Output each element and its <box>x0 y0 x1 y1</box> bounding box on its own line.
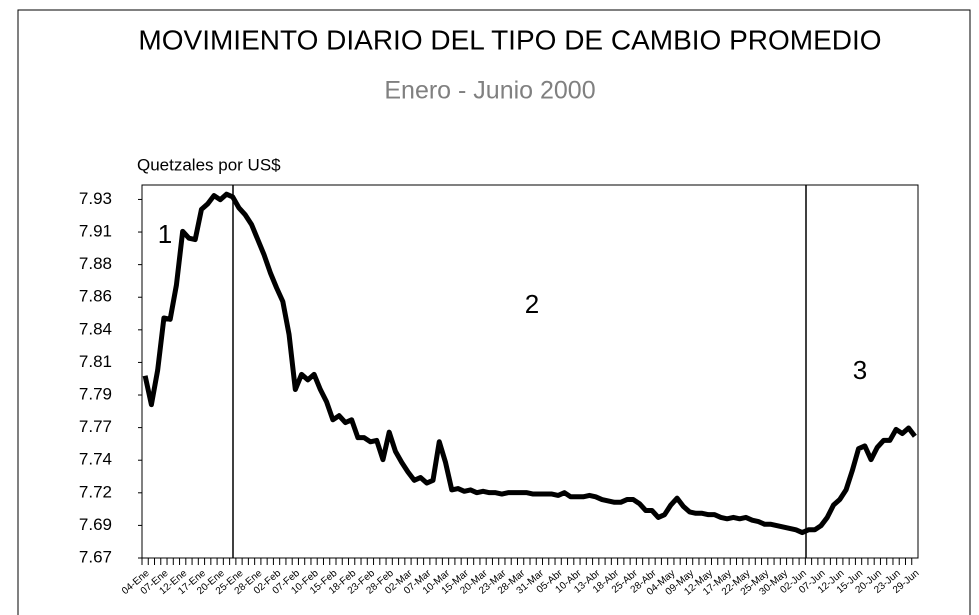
y-tick-label: 7.79 <box>79 385 112 404</box>
data-line <box>142 191 917 536</box>
annotation: 3 <box>853 355 867 385</box>
y-tick-label: 7.93 <box>79 189 112 208</box>
y-axis-label: Quetzales por US$ <box>137 155 281 174</box>
y-tick-label: 7.88 <box>79 254 112 273</box>
y-tick-label: 7.91 <box>79 222 112 241</box>
chart-subtitle: Enero - Junio 2000 <box>384 77 595 105</box>
y-tick-label: 7.84 <box>79 319 112 338</box>
y-tick-label: 7.74 <box>79 450 112 469</box>
annotation: 1 <box>158 219 172 249</box>
chart-title: MOVIMIENTO DIARIO DEL TIPO DE CAMBIO PRO… <box>138 24 881 55</box>
frame <box>17 9 971 615</box>
y-tick-label: 7.72 <box>79 482 112 501</box>
y-tick-label: 7.77 <box>79 417 112 436</box>
y-tick-label: 7.67 <box>79 547 112 566</box>
y-tick-label: 7.86 <box>79 287 112 306</box>
y-tick-label: 7.81 <box>79 352 112 371</box>
y-tick-label: 7.69 <box>79 515 112 534</box>
annotation: 2 <box>525 289 539 319</box>
